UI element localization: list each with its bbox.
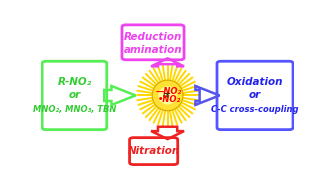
- Text: Nitration: Nitration: [128, 146, 180, 156]
- FancyBboxPatch shape: [217, 61, 293, 130]
- FancyBboxPatch shape: [42, 61, 107, 130]
- Text: MNO₂, MNO₃, TBN: MNO₂, MNO₃, TBN: [33, 105, 116, 115]
- Text: or: or: [68, 91, 80, 100]
- Text: amination: amination: [124, 45, 182, 55]
- Text: Reduction: Reduction: [124, 32, 182, 42]
- FancyBboxPatch shape: [129, 138, 178, 165]
- Text: C-C cross-coupling: C-C cross-coupling: [211, 105, 299, 115]
- FancyBboxPatch shape: [122, 25, 184, 60]
- Text: or: or: [249, 91, 261, 100]
- Text: •NO₂: •NO₂: [158, 95, 181, 104]
- Ellipse shape: [159, 87, 176, 104]
- Text: R-NO₂: R-NO₂: [57, 77, 92, 87]
- Ellipse shape: [152, 80, 183, 111]
- Text: or: or: [162, 91, 170, 100]
- Text: Oxidation: Oxidation: [227, 77, 283, 87]
- Text: —NO₂: —NO₂: [156, 87, 182, 96]
